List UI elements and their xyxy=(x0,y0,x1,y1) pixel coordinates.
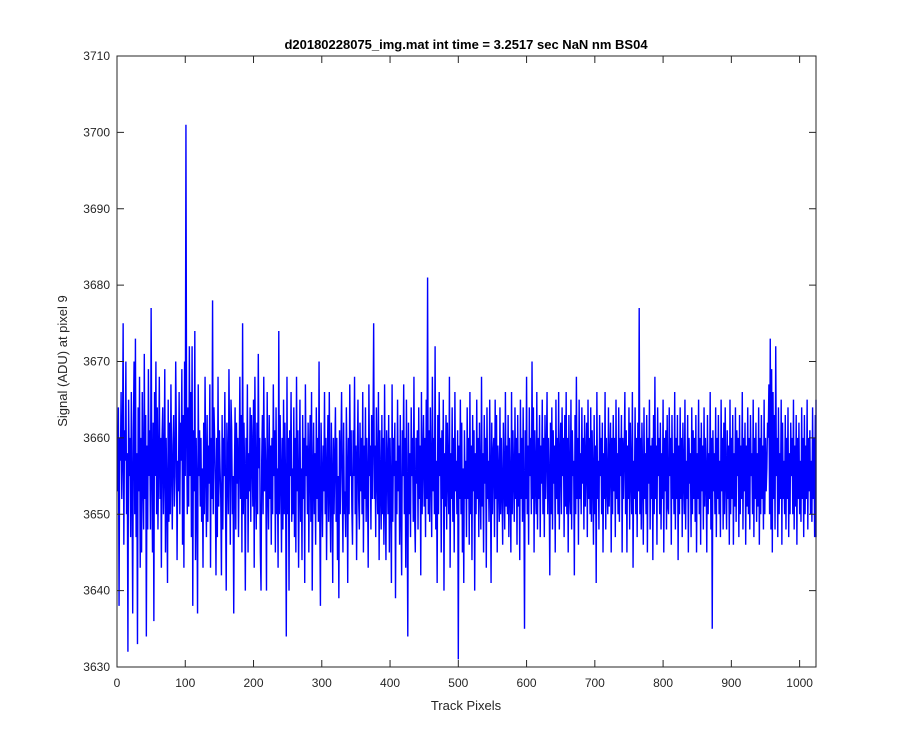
x-tick-label: 500 xyxy=(448,676,468,690)
x-tick-label: 200 xyxy=(244,676,264,690)
x-tick-label: 800 xyxy=(653,676,673,690)
y-tick-label: 3680 xyxy=(83,278,110,292)
series-line xyxy=(116,124,817,660)
x-tick-label: 900 xyxy=(721,676,741,690)
plot-group xyxy=(116,124,817,660)
y-tick-label: 3650 xyxy=(83,507,110,521)
x-tick-label: 300 xyxy=(312,676,332,690)
x-tick-label: 700 xyxy=(585,676,605,690)
x-tick-label: 100 xyxy=(175,676,195,690)
y-axis: 3630 3640 3650 3660 3670 3680 3690 3700 3710 xyxy=(83,49,816,674)
y-axis-label: Signal (ADU) at pixel 9 xyxy=(55,295,70,427)
x-tick-label: 600 xyxy=(517,676,537,690)
y-tick-label: 3710 xyxy=(83,49,110,63)
y-tick-label: 3700 xyxy=(83,125,110,139)
y-tick-label: 3630 xyxy=(83,660,110,674)
x-axis: 0 100 200 300 400 500 600 700 800 900 1000 xyxy=(114,56,813,690)
x-axis-label: Track Pixels xyxy=(431,698,502,713)
x-tick-label: 400 xyxy=(380,676,400,690)
y-tick-label: 3660 xyxy=(83,431,110,445)
x-tick-label: 0 xyxy=(114,676,121,690)
y-tick-label: 3690 xyxy=(83,202,110,216)
chart-title: d20180228075_img.mat int time = 3.2517 s… xyxy=(284,37,648,52)
x-tick-label: 1000 xyxy=(786,676,813,690)
y-tick-label: 3670 xyxy=(83,355,110,369)
y-tick-label: 3640 xyxy=(83,584,110,598)
